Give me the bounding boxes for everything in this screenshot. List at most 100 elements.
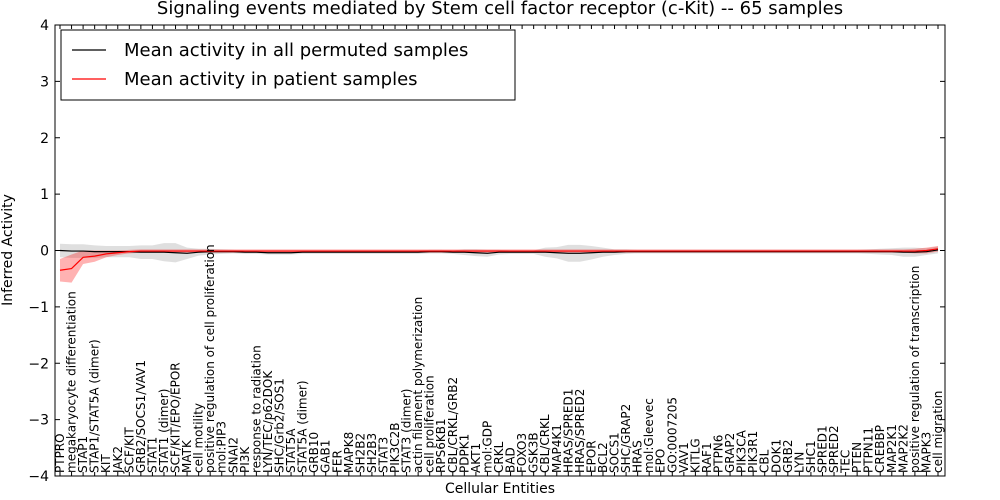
category-label: GAB1 — [319, 440, 333, 473]
category-label: SHC/Grb2/SOS1 — [273, 378, 287, 473]
category-label: PTEN — [850, 442, 864, 473]
category-label: LYN — [792, 452, 806, 473]
y-tick-label: 3 — [40, 74, 49, 90]
category-label: SCF/KIT — [122, 427, 136, 473]
category-label: CBL/CRKL — [538, 414, 552, 473]
category-label: SPRED2 — [827, 425, 841, 473]
category-label: KIT — [99, 454, 113, 473]
plot-area — [54, 24, 946, 477]
y-tick-label: 1 — [40, 187, 49, 203]
category-label: PTPN11 — [862, 427, 876, 473]
category-label: cell motility — [192, 403, 206, 473]
category-label: HRAS — [631, 440, 645, 473]
category-label: MAPK3 — [919, 432, 933, 473]
category-label: KITLG — [688, 438, 702, 473]
category-label: response to radiation — [249, 345, 263, 473]
category-label: PTPRO — [53, 433, 67, 473]
y-tick-label: −1 — [28, 300, 49, 316]
category-label: GRAP2 — [723, 433, 737, 473]
legend-label-permuted: Mean activity in all permuted samples — [124, 40, 468, 61]
series-line-1 — [59, 248, 939, 271]
category-label: FOXO3 — [515, 433, 529, 473]
category-label: cell migration — [931, 391, 945, 473]
category-label: SPRED1 — [815, 425, 829, 473]
category-label: GRB10 — [307, 432, 321, 473]
category-label: DOK1 — [769, 439, 783, 473]
category-label: RPS6KB1 — [434, 418, 448, 473]
category-label: VAV1 — [677, 442, 691, 473]
category-label: EPO — [654, 449, 668, 473]
category-label: SNAI2 — [226, 437, 240, 473]
category-label: STAP1 — [76, 436, 90, 473]
category-label: positive regulation of cell proliferatio… — [203, 244, 217, 473]
category-label: GSK3B — [527, 432, 541, 473]
category-label: SHC/GRAP2 — [619, 404, 633, 473]
legend-box — [60, 29, 516, 101]
category-label: PDPK1 — [457, 434, 471, 473]
category-label: MAPK8 — [342, 432, 356, 473]
y-tick-label: 0 — [40, 244, 49, 260]
category-label: RAF1 — [700, 442, 714, 473]
x-axis-title: Cellular Entities — [445, 481, 555, 497]
y-tick-label: −4 — [28, 469, 49, 485]
category-label: BAD — [504, 447, 518, 473]
chart-title: Signaling events mediated by Stem cell f… — [157, 0, 843, 19]
category-label: STAT3 — [376, 437, 390, 473]
category-label: positive regulation of transcription — [908, 266, 922, 473]
category-label: STAT3 (dimer) — [400, 389, 414, 473]
category-label: CBL/CRKL/GRB2 — [446, 377, 460, 473]
legend: Mean activity in all permuted samples Me… — [60, 29, 516, 101]
category-label: GRB2 — [781, 439, 795, 473]
category-label: GO:0007205 — [665, 397, 679, 473]
category-label: PIK3R1 — [746, 431, 760, 473]
category-label: actin filament polymerization — [411, 297, 425, 473]
category-label: mol:PIP3 — [215, 421, 229, 473]
category-label: MAP2K2 — [896, 424, 910, 473]
category-label: PIK3CA — [735, 429, 749, 473]
y-tick-label: 4 — [40, 18, 49, 34]
category-label: HRAS/SPRED1 — [561, 389, 575, 473]
category-label: STAT5A (dimer) — [296, 380, 310, 473]
category-label: megakaryocyte differentiation — [65, 291, 79, 473]
category-label: PIK3C2B — [388, 422, 402, 473]
y-tick-label: 2 — [40, 131, 49, 147]
category-label: PI3K — [238, 446, 252, 473]
category-label: SCF/KIT/EPO/EPOR — [169, 362, 183, 473]
y-axis-title: Inferred Activity — [0, 194, 16, 306]
category-label: cell proliferation — [423, 375, 437, 473]
category-label: STAT1 (dimer) — [157, 389, 171, 473]
category-label: MATK — [180, 439, 194, 473]
category-label: STAP1/STAT5A (dimer) — [88, 339, 102, 473]
category-label: CBL — [758, 449, 772, 473]
category-label: SHC1 — [804, 440, 818, 473]
category-label: CRKL — [492, 441, 506, 473]
category-label: MAP2K1 — [885, 424, 899, 473]
line-layer — [59, 248, 939, 271]
category-label: STAT5A — [284, 428, 298, 473]
category-label: LYN/TEC/p62DOK — [261, 370, 275, 473]
tick-layer: 4 3 2 1 0 −1 −2 −3 −4 — [28, 18, 945, 485]
category-label: EPOR — [584, 440, 598, 473]
series-band-1 — [60, 245, 938, 283]
category-label: JAK2 — [111, 446, 125, 474]
y-tick-label: −3 — [28, 413, 49, 429]
category-label: STAT1 — [145, 437, 159, 473]
category-label: SH2B3 — [365, 433, 379, 473]
category-label: HRAS/SPRED2 — [573, 389, 587, 473]
category-label: BCL2 — [596, 442, 610, 473]
category-label: mol:Gleevec — [642, 398, 656, 473]
y-tick-label: −2 — [28, 356, 49, 372]
category-label: CREBBP — [873, 425, 887, 473]
category-label: AKT1 — [469, 443, 483, 473]
category-label: MAP4K1 — [550, 424, 564, 473]
category-label: SH2B2 — [353, 433, 367, 473]
category-label: SOCS1 — [608, 432, 622, 473]
legend-label-patient: Mean activity in patient samples — [124, 69, 418, 90]
category-label: TEC — [839, 450, 853, 474]
category-label: mol:GDP — [480, 421, 494, 473]
category-label: GRB2/SOCS1/VAV1 — [134, 360, 148, 473]
category-label: PTPN6 — [712, 435, 726, 473]
category-label: FER — [330, 450, 344, 473]
